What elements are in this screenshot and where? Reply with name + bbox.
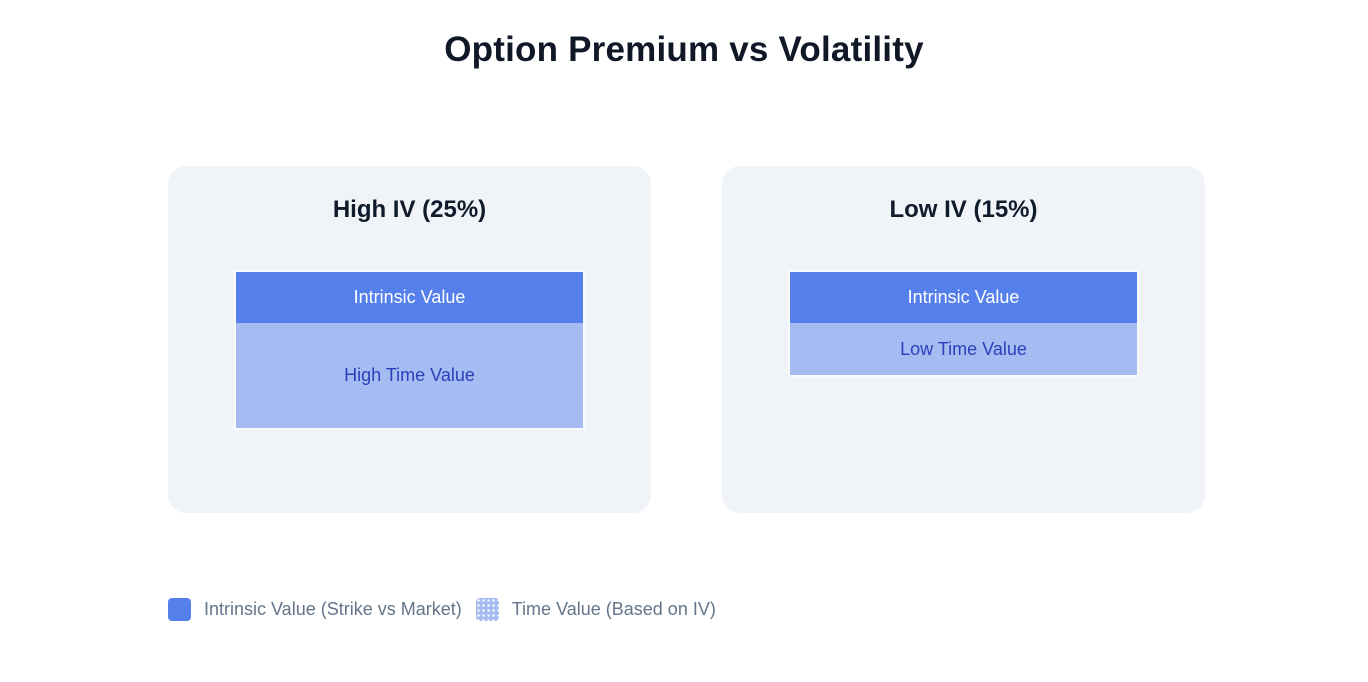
legend: Intrinsic Value (Strike vs Market) Time … xyxy=(168,598,1368,621)
legend-item-time: Time Value (Based on IV) xyxy=(475,598,716,621)
panel-high-iv: High IV (25%) Intrinsic Value High Time … xyxy=(168,166,651,513)
panel-low-iv-title: Low IV (15%) xyxy=(889,196,1038,223)
high-iv-time-segment: High Time Value xyxy=(236,323,583,428)
time-swatch-icon xyxy=(475,598,499,621)
panel-high-iv-title: High IV (25%) xyxy=(332,196,487,223)
low-iv-bar-stack: Intrinsic Value Low Time Value xyxy=(788,270,1139,377)
legend-label-intrinsic: Intrinsic Value (Strike vs Market) xyxy=(204,599,462,619)
high-iv-time-label: High Time Value xyxy=(344,365,475,385)
high-iv-bar-stack: Intrinsic Value High Time Value xyxy=(234,270,585,430)
panel-low-iv: Low IV (15%) Intrinsic Value Low Time Va… xyxy=(722,166,1205,513)
high-iv-intrinsic-label: Intrinsic Value xyxy=(353,287,466,307)
legend-item-intrinsic: Intrinsic Value (Strike vs Market) xyxy=(168,598,462,621)
low-iv-intrinsic-label: Intrinsic Value xyxy=(907,287,1020,307)
page-title: Option Premium vs Volatility xyxy=(444,30,924,69)
low-iv-time-label: Low Time Value xyxy=(900,338,1027,359)
low-iv-intrinsic-segment: Intrinsic Value xyxy=(790,272,1137,323)
intrinsic-swatch-icon xyxy=(168,598,191,621)
low-iv-time-segment: Low Time Value xyxy=(790,323,1137,375)
high-iv-intrinsic-segment: Intrinsic Value xyxy=(236,272,583,323)
panels-row: High IV (25%) Intrinsic Value High Time … xyxy=(168,166,1368,513)
legend-label-time: Time Value (Based on IV) xyxy=(511,599,716,619)
